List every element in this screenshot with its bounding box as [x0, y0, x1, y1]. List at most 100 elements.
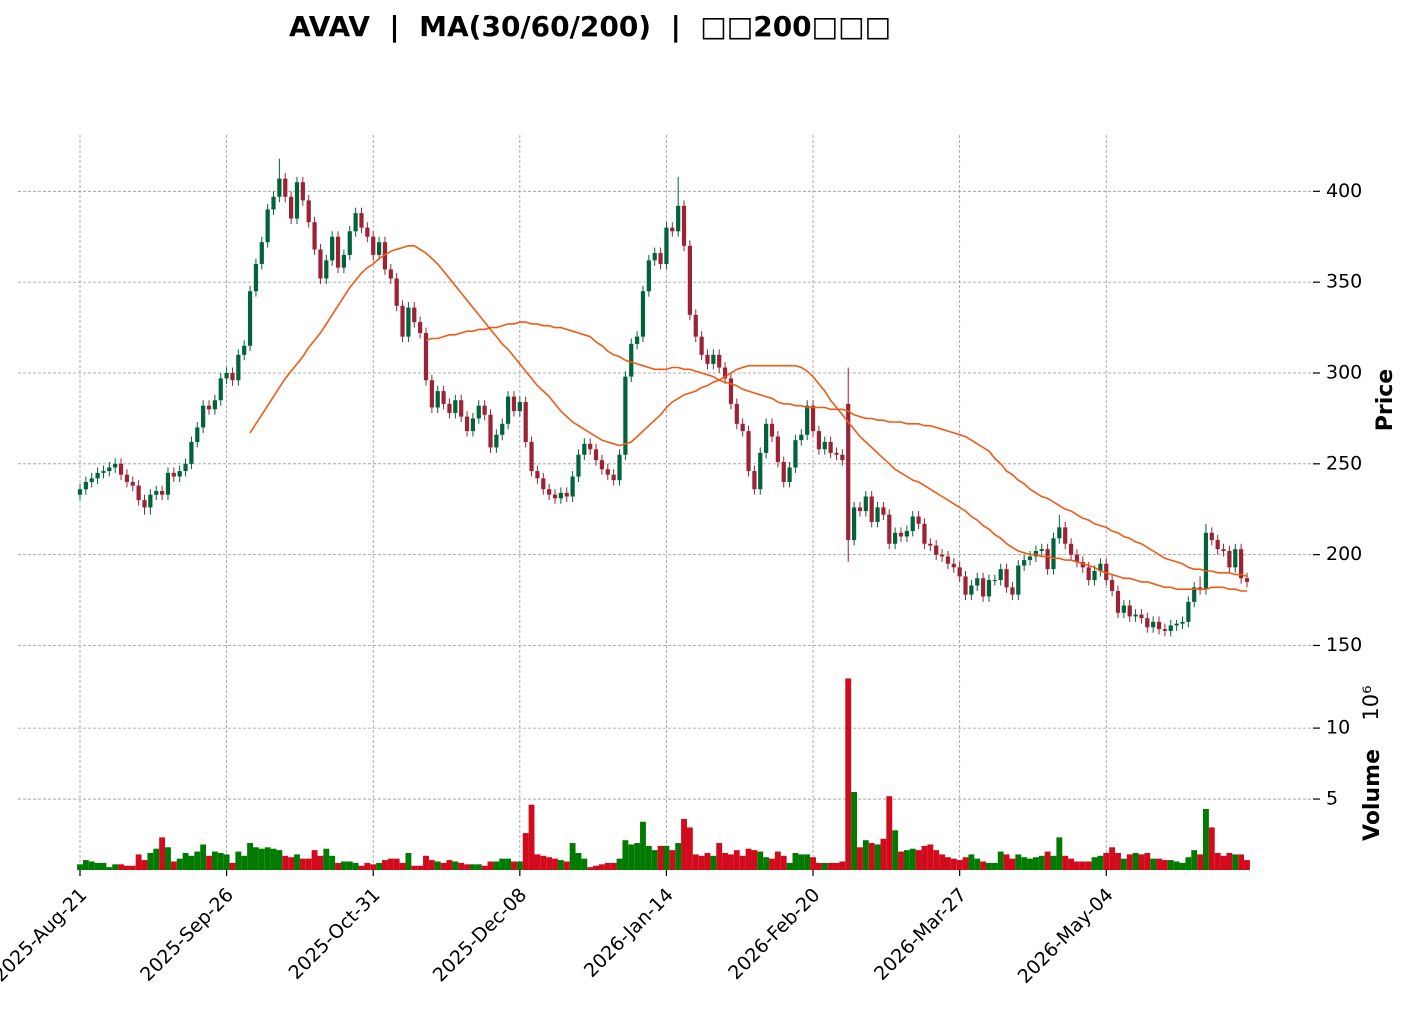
x-tick-label: 2025-Dec-08	[429, 884, 532, 987]
candle-body	[623, 376, 628, 455]
volume-bar	[135, 854, 142, 870]
candle-body	[992, 580, 997, 582]
volume-bar	[1208, 827, 1215, 870]
volume-bar	[968, 854, 975, 870]
candle-body	[1168, 625, 1173, 631]
candle-body	[212, 400, 217, 410]
candle-body	[640, 291, 646, 337]
y-tick-label: 150	[1326, 634, 1362, 656]
candle-body	[306, 200, 311, 223]
candle-body	[810, 405, 816, 432]
candle-body	[130, 481, 135, 486]
candle-body	[582, 443, 587, 455]
volume-bar	[176, 858, 183, 870]
candle-body	[365, 227, 370, 237]
volume-bar	[469, 864, 476, 870]
candle-body	[1051, 538, 1056, 570]
volume-bar	[241, 855, 248, 870]
volume-bar	[1220, 855, 1227, 870]
volume-bar	[264, 847, 271, 870]
candle-body	[1203, 532, 1209, 590]
candle-body	[500, 423, 505, 435]
volume-bar	[868, 843, 875, 870]
candle-body	[740, 423, 745, 432]
volume-bar	[575, 852, 582, 870]
candle-body	[857, 507, 863, 512]
candle-body	[83, 481, 88, 490]
candle-body	[764, 423, 769, 453]
volume-bar	[252, 847, 259, 870]
candle-body	[1057, 527, 1062, 539]
candle-body	[541, 478, 546, 490]
volume-bar	[247, 843, 253, 870]
candle-body	[904, 531, 909, 537]
volume-bar	[1197, 854, 1204, 870]
volume-bar	[528, 804, 535, 870]
y-tick-label: 300	[1326, 361, 1362, 383]
volume-bar	[728, 854, 734, 870]
volume-bar	[94, 862, 101, 870]
volume-bar	[141, 860, 148, 870]
candle-body	[957, 567, 962, 577]
volume-bar	[792, 852, 799, 870]
candle-body	[869, 496, 874, 522]
candle-body	[928, 543, 933, 546]
candle-body	[769, 423, 775, 437]
candle-body	[634, 336, 640, 344]
volume-bar	[329, 855, 336, 870]
volume-bar	[1038, 855, 1045, 870]
volume-bar	[810, 857, 816, 870]
candle-body	[1063, 527, 1068, 544]
candle-body	[89, 478, 94, 482]
volume-bar	[604, 862, 611, 870]
volume-bar	[446, 860, 453, 870]
y-tick-label: 200	[1326, 543, 1362, 565]
candle-body	[1068, 543, 1074, 555]
volume-bar	[487, 861, 494, 870]
candle-body	[523, 402, 528, 443]
volume-bar	[1238, 854, 1245, 870]
candle-body	[388, 269, 393, 279]
volume-bar	[352, 862, 359, 870]
candle-body	[945, 556, 951, 564]
candle-body	[998, 569, 1003, 581]
volume-bar	[722, 852, 729, 870]
candle-body	[887, 514, 892, 544]
volume-bar	[217, 852, 224, 870]
volume-bar	[1185, 857, 1192, 870]
volume-bar	[1226, 852, 1233, 870]
volume-bar	[1044, 851, 1051, 870]
volume-bar	[1232, 854, 1239, 870]
volume-bar	[898, 851, 904, 870]
volume-bar	[634, 843, 641, 870]
volume-bar	[335, 862, 341, 870]
candle-body	[699, 336, 704, 355]
volume-bar	[428, 860, 435, 870]
volume-tick-label: 10	[1326, 717, 1350, 739]
candle-body	[107, 467, 112, 472]
volume-bar	[516, 861, 523, 870]
candle-body	[488, 414, 493, 448]
volume-bar	[1015, 854, 1022, 870]
volume-bar	[692, 854, 699, 870]
x-tick-label: 2026-Jan-14	[580, 884, 678, 982]
x-tick-label: 2026-Mar-27	[870, 884, 971, 985]
volume-bar	[1115, 852, 1121, 870]
volume-bar	[376, 862, 383, 870]
candle-body	[1215, 540, 1220, 550]
volume-bar	[880, 838, 887, 870]
candle-body	[570, 476, 575, 497]
volume-bar	[751, 850, 758, 870]
volume-bar	[288, 857, 295, 870]
candle-body	[1162, 629, 1168, 631]
volume-bar	[804, 854, 811, 870]
candle-body	[1104, 563, 1109, 581]
candle-body	[775, 436, 780, 462]
volume-bar	[405, 852, 412, 870]
candle-body	[77, 489, 83, 495]
volume-bar	[387, 858, 394, 870]
candle-body	[318, 249, 323, 279]
candle-body	[1127, 605, 1132, 617]
